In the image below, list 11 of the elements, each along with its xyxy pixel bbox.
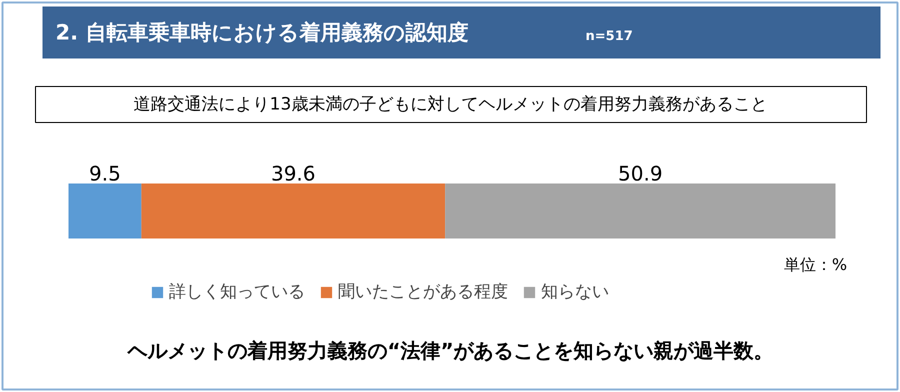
text: 単位：% — [784, 255, 848, 274]
legend-label: 聞いたことがある程度 — [338, 281, 508, 303]
text: n=517 — [586, 29, 633, 44]
legend-label: 知らない — [541, 281, 609, 303]
chart-subtitle: 道路交通法により13歳未満の子どもに対してヘルメットの着用努力義務があること — [134, 94, 768, 114]
data-label: 39.6 — [270, 162, 316, 186]
data-label: 50.9 — [618, 162, 663, 186]
chart-title: 2. 自転車乗車時における着用義務の認知度 — [56, 20, 468, 44]
legend-label: 詳しく知っている — [169, 281, 305, 303]
data-label: 9.5 — [89, 162, 121, 186]
text: ヘルメットの着用努力義務の“法律”があることを知らない親が過半数。 — [126, 338, 774, 362]
